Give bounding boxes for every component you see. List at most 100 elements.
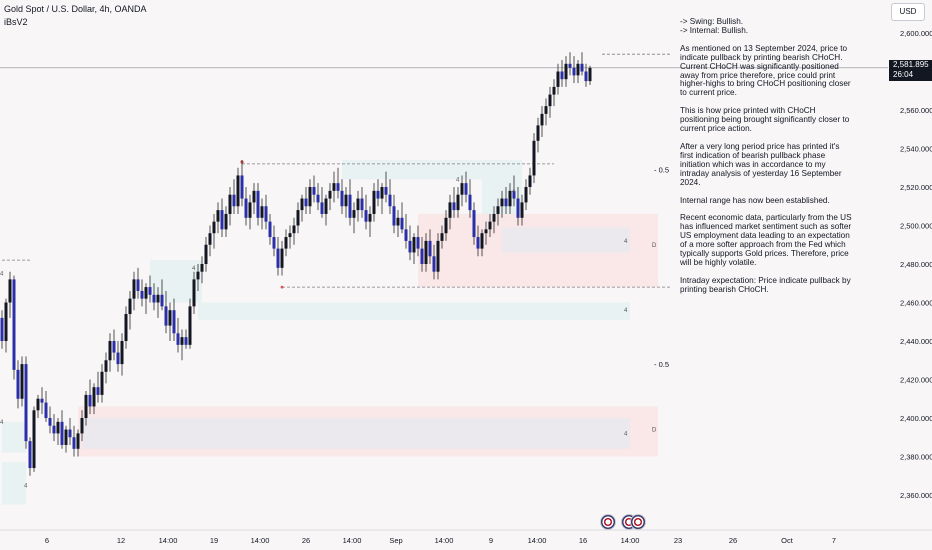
candle-body [184, 337, 188, 345]
zone-label: 4 [512, 189, 516, 195]
candle-body [64, 429, 68, 445]
time-tick-label: 26 [302, 536, 310, 545]
candle-body [312, 187, 316, 195]
zone-labels-layer: 4 4 4 4 4 4 4 4 4 D D [0, 177, 657, 489]
candle-body [560, 71, 564, 80]
fib-level-label: - 0.5 [654, 166, 669, 175]
indicator-label[interactable]: iBsV2 [4, 17, 28, 27]
candle-body [428, 240, 432, 257]
price-axis-background [888, 0, 932, 550]
candle-body [188, 306, 192, 345]
note-paragraph: This is how price printed with CHoCH pos… [680, 106, 850, 134]
candle-body [288, 233, 292, 238]
candle-body [440, 233, 444, 241]
candle-body [24, 364, 28, 442]
candle-body [488, 221, 492, 230]
candle-body [92, 387, 96, 407]
candle-body [76, 433, 80, 449]
candle-body [156, 294, 160, 303]
candle-body [68, 429, 72, 438]
demand-zone [198, 302, 630, 320]
zone-label: 4 [624, 239, 628, 245]
candle-body [552, 86, 556, 95]
candle-body [536, 125, 540, 141]
candle-body [180, 337, 184, 345]
candle-body [16, 369, 20, 399]
zone-label: 4 [456, 177, 460, 183]
price-tick-label: 2,540.000 [900, 145, 932, 154]
candle-body [140, 290, 144, 299]
time-tick-label: 14:00 [343, 536, 362, 545]
candle-body [408, 240, 412, 253]
candle-body [448, 202, 452, 218]
candle-body [88, 394, 92, 407]
candle-body [432, 256, 436, 272]
us-flag-event-icon[interactable] [600, 514, 616, 530]
candle-body [564, 63, 568, 80]
candle-body [388, 194, 392, 207]
candle-body [512, 190, 516, 199]
candle-body [148, 287, 152, 295]
us-flag-event-icon[interactable] [630, 514, 646, 530]
candle-body [368, 213, 372, 222]
time-tick-label: 26 [729, 536, 737, 545]
swing-note: -> Swing: Bullish. [680, 17, 744, 26]
candle-body [556, 71, 560, 87]
zones-layer [2, 160, 658, 505]
candle-body [328, 190, 332, 199]
candle-body [132, 279, 136, 299]
price-tick-label: 2,380.000 [900, 453, 932, 462]
candle-body [376, 190, 380, 199]
candle-body [364, 210, 368, 222]
time-tick-label: 16 [579, 536, 587, 545]
internal-zone [82, 418, 630, 449]
candle-body [32, 410, 36, 469]
candle-body [320, 202, 324, 214]
candles-layer [0, 52, 592, 476]
candle-body [236, 175, 240, 207]
candle-body [540, 113, 544, 126]
time-tick-label: 7 [832, 536, 836, 545]
candle-body [116, 352, 120, 365]
time-tick-label: 14:00 [621, 536, 640, 545]
candle-body [40, 398, 44, 403]
currency-button[interactable]: USD [891, 3, 925, 21]
candle-body [128, 298, 132, 315]
candle-body [108, 341, 112, 361]
candle-body [576, 63, 580, 76]
candle-body [112, 341, 116, 353]
candle-body [292, 225, 296, 234]
candle-body [496, 206, 500, 214]
candle-body [80, 418, 84, 434]
candle-body [224, 213, 228, 230]
price-tick-label: 2,500.000 [900, 222, 932, 231]
candle-body [352, 210, 356, 218]
time-axis[interactable]: 6 12 14:00 19 14:00 26 14:00 Sep 14:00 9 14:00 16 14… [0, 529, 932, 545]
candle-body [8, 279, 12, 303]
candle-body [524, 187, 528, 203]
time-tick-label: 6 [45, 536, 49, 545]
candle-body [400, 217, 404, 230]
last-price-value: 2,581.895 [893, 60, 929, 69]
candle-body [520, 202, 524, 218]
candle-body [392, 206, 396, 226]
candle-body [420, 248, 424, 264]
candle-body [216, 210, 220, 222]
time-tick-label: 14:00 [435, 536, 454, 545]
candle-body [244, 198, 248, 218]
candle-body [484, 229, 488, 234]
candle-body [404, 229, 408, 241]
candle-body [444, 217, 448, 234]
price-axis[interactable]: 2,360.000 2,380.000 2,400.000 2,420.000 2,44… [888, 0, 932, 550]
zone-label: 4 [624, 431, 628, 437]
candle-body [256, 190, 260, 218]
time-tick-label: 14:00 [159, 536, 178, 545]
price-tick-label: 2,460.000 [900, 299, 932, 308]
candle-body [268, 221, 272, 238]
candle-body [52, 425, 56, 434]
candle-body [160, 294, 164, 307]
candle-body [12, 279, 16, 370]
zone-label: 4 [24, 483, 28, 489]
symbol-title: Gold Spot / U.S. Dollar, 4h, OANDA [4, 4, 147, 14]
